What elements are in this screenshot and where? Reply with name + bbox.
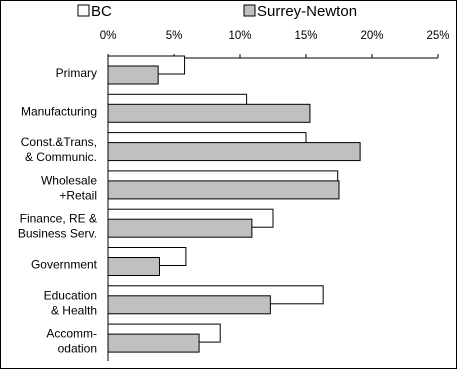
legend-swatch-bc [77,4,90,17]
legend: BC Surrey-Newton [77,3,357,20]
bar-surrey-newton-4 [107,218,253,238]
x-tick-label: 20% [360,30,383,42]
x-tick-label: 5% [166,30,183,42]
category-label: Const.&Trans, & Communic. [21,135,97,164]
category-label: Government [31,258,98,272]
legend-swatch-surrey-newton [243,4,256,17]
bars [107,55,361,353]
category-label: Education & Health [44,288,97,317]
bar-surrey-newton-3 [107,180,340,200]
category-label: Wholesale +Retail [41,173,97,202]
bar-surrey-newton-0 [107,65,159,85]
x-tick-label: 15% [294,30,317,42]
bar-surrey-newton-2 [107,142,361,162]
bar-surrey-newton-7 [107,333,200,353]
category-labels: Primary Manufacturing Const.&Trans, & Commu… [18,66,98,356]
category-label: Manufacturing [21,104,97,118]
x-tick-label: 10% [228,30,251,42]
legend-label-bc: BC [91,3,112,20]
x-tick-label: 0% [100,30,117,42]
bar-surrey-newton-1 [107,103,311,123]
bar-surrey-newton-6 [107,295,271,315]
category-label: Primary [56,66,97,80]
category-label: Accomm-odation [46,327,97,356]
x-tick-label: 25% [426,30,449,42]
legend-label-surrey-newton: Surrey-Newton [257,3,357,20]
category-label: Finance, RE & Business Serv. [18,212,97,241]
bar-surrey-newton-5 [107,257,160,276]
